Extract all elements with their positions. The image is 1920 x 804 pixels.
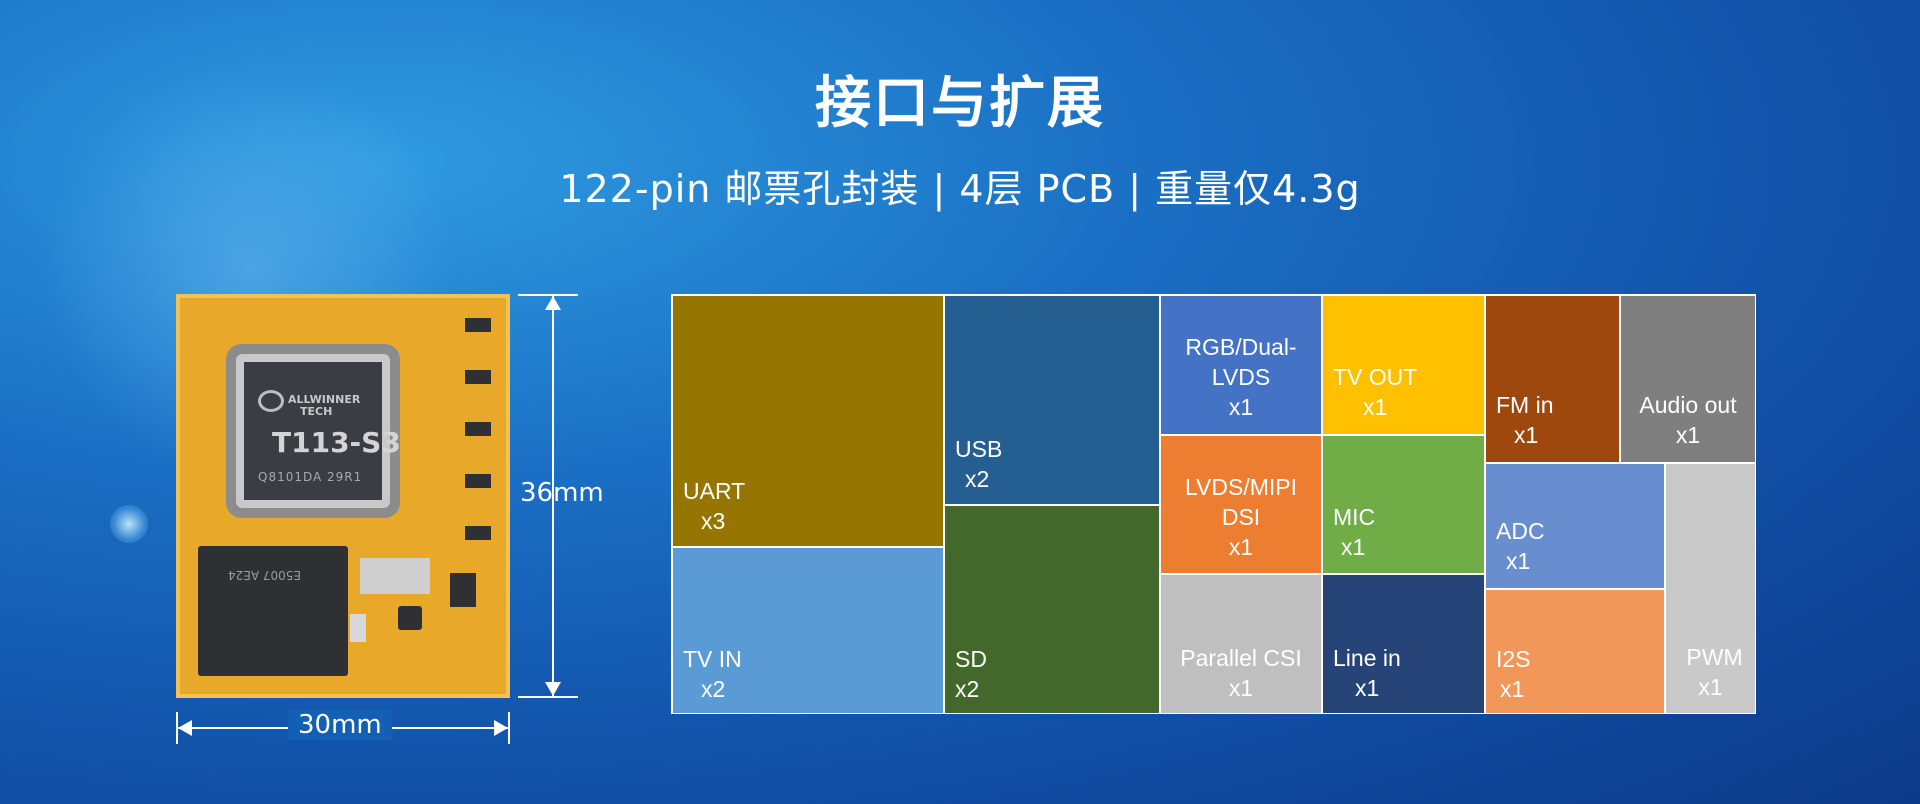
cell-label: Line in	[1333, 645, 1401, 671]
cell-count: x1	[1675, 422, 1701, 448]
height-label: 36mm	[520, 478, 604, 508]
cell-label: FM in	[1496, 392, 1554, 418]
treemap-cell-lvds-mipi-dsi: LVDS/MIPI DSI x1	[1160, 435, 1322, 574]
button-component	[398, 606, 422, 630]
treemap-cell-pwm: PWM x1	[1665, 463, 1756, 714]
treemap-cell-rgb-dual-lvds: RGB/Dual-LVDS x1	[1160, 295, 1322, 435]
cell-count: x1	[1341, 534, 1366, 560]
component	[465, 526, 491, 540]
chip-code: Q8101DA 29R1	[258, 470, 363, 484]
cell-label: ADC	[1496, 518, 1545, 544]
treemap-cell-parallel-csi: Parallel CSI x1	[1160, 574, 1322, 714]
cell-label: SD	[955, 646, 987, 672]
arrow-down-icon	[545, 682, 561, 696]
dimension-tick	[176, 712, 178, 744]
chip-model: T113-S3	[272, 426, 401, 459]
cell-count: x3	[701, 508, 726, 534]
page-title: 接口与扩展	[815, 71, 1105, 136]
treemap-cell-mic: MIC x1	[1322, 435, 1485, 574]
treemap-cell-uart: UART x3	[672, 295, 944, 547]
arrow-left-icon	[178, 720, 192, 736]
treemap-cell-tv-in: TV IN x2	[672, 547, 944, 714]
soc-chip	[236, 354, 390, 508]
component	[465, 474, 491, 488]
cell-count: x1	[1228, 675, 1254, 701]
dimension-tick	[508, 712, 510, 744]
chip-brand: ALLWINNER TECH	[288, 394, 360, 418]
cell-label: LVDS/MIPI DSI	[1184, 474, 1298, 530]
cell-label: Parallel CSI	[1180, 645, 1302, 671]
cell-label: UART	[683, 478, 746, 504]
treemap-cell-line-in: Line in x1	[1322, 574, 1485, 714]
cell-label: TV OUT	[1333, 364, 1418, 390]
cell-count: x1	[1228, 394, 1254, 420]
cell-count: x2	[965, 466, 990, 492]
component	[465, 422, 491, 436]
treemap-cell-audio-out: Audio out x1	[1620, 295, 1756, 463]
chip-brand-line1: ALLWINNER	[288, 393, 361, 406]
component	[465, 318, 491, 332]
treemap-cell-i2s: I2S x1	[1485, 589, 1665, 714]
treemap-cell-usb: USB x2	[944, 295, 1160, 505]
cell-count: x1	[1698, 674, 1723, 700]
allwinner-logo-icon	[258, 390, 284, 412]
cell-label: RGB/Dual-LVDS	[1185, 334, 1297, 390]
cell-count: x1	[1228, 534, 1254, 560]
treemap-cell-tv-out: TV OUT x1	[1322, 295, 1485, 435]
treemap-cell-fm-in: FM in x1	[1485, 295, 1620, 463]
chip-brand-line2: TECH	[300, 405, 333, 418]
component	[350, 614, 366, 642]
cell-count: x1	[1363, 394, 1388, 420]
cell-label: Audio out	[1639, 392, 1737, 418]
dimension-tick	[518, 294, 578, 296]
cell-count: x2	[701, 676, 726, 702]
page-subtitle: 122-pin 邮票孔封装 | 4层 PCB | 重量仅4.3g	[559, 167, 1361, 211]
flash-chip: E5007 AE24	[198, 546, 348, 676]
core-board-image: ALLWINNER TECH T113-S3 Q8101DA 29R1 E500…	[176, 294, 510, 698]
cell-label: TV IN	[683, 646, 742, 672]
component	[360, 558, 430, 594]
cell-count: x1	[1500, 676, 1525, 702]
width-label: 30mm	[288, 710, 392, 740]
cell-label: USB	[955, 436, 1003, 462]
cell-label: I2S	[1496, 646, 1531, 672]
flash-code: E5007 AE24	[228, 568, 301, 582]
arrow-up-icon	[545, 296, 561, 310]
background-glow	[110, 505, 148, 543]
dimension-tick	[518, 696, 578, 698]
treemap-cell-sd: SD x2	[944, 505, 1160, 714]
interface-treemap: UART x3 TV IN x2 USB x2 SD x2 RGB/Dual-LVDS x…	[671, 294, 1756, 714]
cell-count: x2	[955, 676, 980, 702]
cell-count: x1	[1506, 548, 1531, 574]
cell-count: x1	[1355, 675, 1380, 701]
cell-label: MIC	[1333, 504, 1376, 530]
component	[450, 573, 476, 607]
cell-label: PWM	[1686, 644, 1743, 670]
component	[465, 370, 491, 384]
height-dimension-line	[552, 296, 554, 696]
treemap-cell-adc: ADC x1	[1485, 463, 1665, 589]
arrow-right-icon	[494, 720, 508, 736]
cell-count: x1	[1514, 422, 1539, 448]
